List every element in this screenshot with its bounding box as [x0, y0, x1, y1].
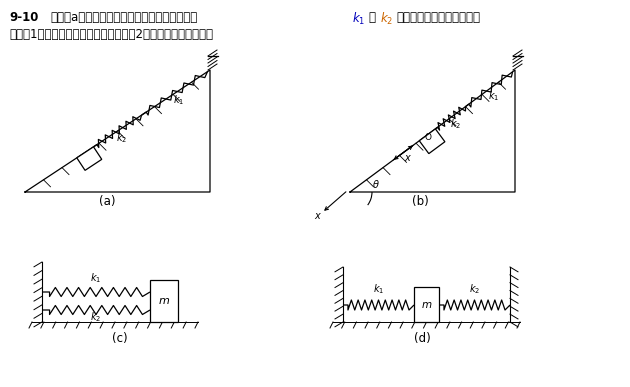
Text: $k_2$: $k_2$ — [90, 310, 101, 324]
Text: $k_1$: $k_1$ — [90, 271, 101, 285]
Text: 如图（a）所示，两个轻弹簧的劲度系数分别为: 如图（a）所示，两个轻弹簧的劲度系数分别为 — [50, 11, 197, 24]
Text: m: m — [159, 296, 169, 306]
Text: (c): (c) — [112, 332, 128, 345]
Text: $k_1$: $k_1$ — [352, 11, 365, 27]
Text: 时．（1）证明其运动仍是简谐运动；（2）求系统的振动频率．: 时．（1）证明其运动仍是简谐运动；（2）求系统的振动频率． — [9, 28, 213, 41]
Text: 、: 、 — [368, 11, 375, 24]
Text: O: O — [425, 133, 432, 142]
Text: m: m — [421, 300, 432, 310]
Polygon shape — [420, 129, 445, 154]
Text: $k_1$: $k_1$ — [173, 93, 185, 107]
Text: $k_2$: $k_2$ — [469, 282, 480, 296]
Polygon shape — [77, 147, 102, 170]
Text: x: x — [314, 211, 320, 221]
Text: $k_2$: $k_2$ — [450, 117, 461, 131]
Text: $k_1$: $k_1$ — [488, 89, 500, 103]
Text: (d): (d) — [414, 332, 430, 345]
Bar — [414, 287, 439, 322]
Text: $k_1$: $k_1$ — [373, 282, 384, 296]
Text: $\theta$: $\theta$ — [372, 178, 379, 190]
Text: (a): (a) — [99, 195, 115, 208]
Bar — [150, 280, 178, 322]
Text: $k_2$: $k_2$ — [117, 131, 127, 145]
Text: $k_2$: $k_2$ — [380, 11, 393, 27]
Text: 9-10: 9-10 — [9, 11, 38, 24]
Text: x: x — [404, 153, 410, 163]
Text: ．当物体在光滑斜面上振动: ．当物体在光滑斜面上振动 — [396, 11, 480, 24]
Text: (b): (b) — [411, 195, 428, 208]
